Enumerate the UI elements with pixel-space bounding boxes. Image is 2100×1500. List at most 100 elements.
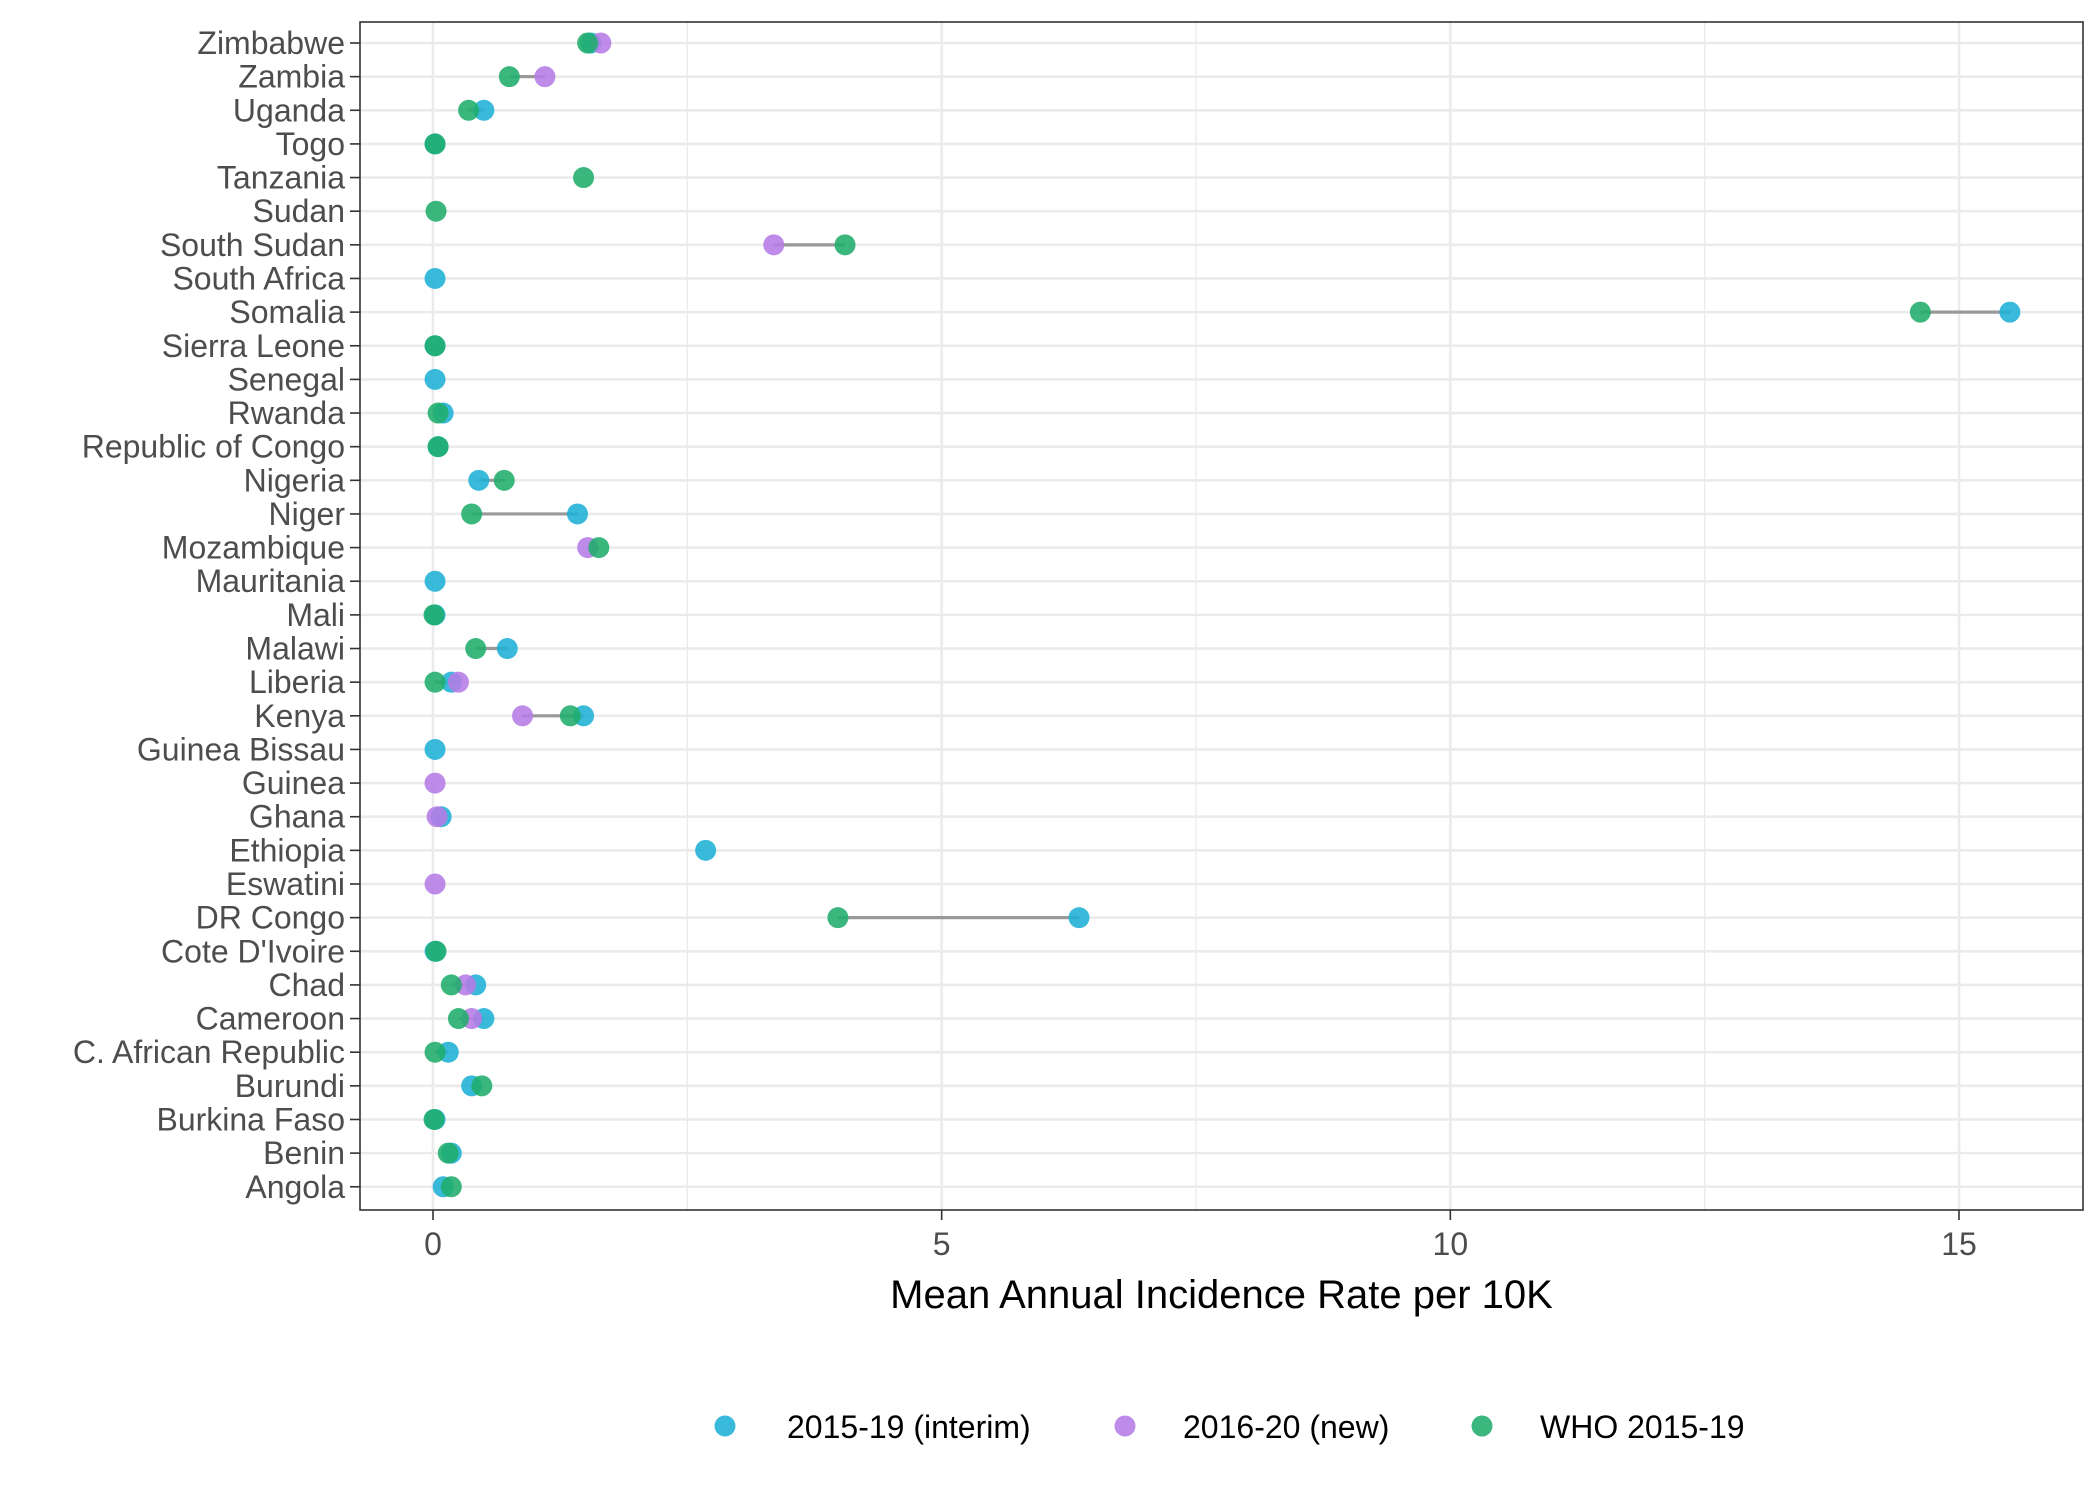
y-tick-label: Somalia: [229, 294, 345, 330]
data-point: [424, 335, 446, 357]
legend-swatch: [1471, 1415, 1493, 1437]
y-tick-label: Malawi: [245, 631, 345, 667]
x-axis: 0 5 10 15: [424, 1210, 1977, 1262]
plot-panel-border: [359, 21, 2084, 1211]
data-point: [424, 873, 446, 895]
data-point: [473, 99, 495, 121]
x-tick-label: 5: [933, 1226, 951, 1262]
y-tick-label: Sierra Leone: [162, 328, 345, 364]
legend-label: WHO 2015-19: [1540, 1409, 1745, 1445]
y-tick-label: C. African Republic: [73, 1034, 345, 1070]
data-point: [493, 469, 515, 491]
data-point: [471, 1075, 493, 1097]
data-point: [566, 503, 588, 525]
data-point: [423, 604, 445, 626]
y-tick-label: Burundi: [235, 1068, 345, 1104]
y-axis: ZimbabweZambiaUgandaTogoTanzaniaSudanSou…: [73, 25, 360, 1205]
y-tick-label: Zambia: [238, 59, 345, 95]
data-point: [424, 368, 446, 390]
data-point: [423, 1108, 445, 1130]
data-point: [512, 705, 534, 727]
y-tick-label: Republic of Congo: [82, 429, 345, 465]
data-point: [424, 671, 446, 693]
y-tick-label: Eswatini: [226, 866, 345, 902]
y-tick-label: Cote D'Ivoire: [161, 933, 345, 969]
data-point: [425, 940, 447, 962]
data-point: [1909, 301, 1931, 323]
x-tick-label: 0: [424, 1226, 442, 1262]
y-tick-label: Mozambique: [162, 530, 345, 566]
data-points: [423, 32, 2021, 1198]
data-point: [498, 66, 520, 88]
data-point: [588, 537, 610, 559]
data-point: [577, 32, 599, 54]
data-point: [534, 66, 556, 88]
y-tick-label: Mauritania: [196, 563, 346, 599]
data-point: [424, 267, 446, 289]
legend-label: 2015-19 (interim): [787, 1409, 1031, 1445]
data-point: [465, 638, 487, 660]
y-tick-label: Zimbabwe: [197, 25, 345, 61]
y-tick-label: Ghana: [249, 799, 345, 835]
y-tick-label: Guinea Bissau: [137, 731, 345, 767]
grid-lines: [360, 22, 2083, 1210]
data-point: [1068, 907, 1090, 929]
y-tick-label: Rwanda: [228, 395, 346, 431]
legend-item: 2015-19 (interim): [714, 1409, 1031, 1445]
x-tick-label: 10: [1433, 1226, 1469, 1262]
data-point: [695, 839, 717, 861]
data-point: [424, 738, 446, 760]
x-tick-label: 15: [1941, 1226, 1977, 1262]
legend-item: 2016-20 (new): [1114, 1409, 1389, 1445]
data-point: [763, 234, 785, 256]
data-point: [834, 234, 856, 256]
data-point: [447, 671, 469, 693]
data-point: [447, 1008, 469, 1030]
y-tick-label: Sudan: [252, 193, 345, 229]
data-point: [426, 806, 448, 828]
y-tick-label: Guinea: [242, 765, 345, 801]
data-point: [424, 133, 446, 155]
y-tick-label: Burkina Faso: [156, 1101, 345, 1137]
data-point: [827, 907, 849, 929]
y-tick-label: DR Congo: [196, 900, 345, 936]
data-point: [424, 570, 446, 592]
data-point: [458, 99, 480, 121]
y-tick-label: Benin: [263, 1135, 345, 1171]
legend-item: WHO 2015-19: [1471, 1409, 1745, 1445]
y-tick-label: South Sudan: [160, 227, 345, 263]
data-point: [496, 638, 518, 660]
y-tick-label: Ethiopia: [229, 832, 345, 868]
y-tick-label: Tanzania: [217, 160, 345, 196]
data-point: [461, 503, 483, 525]
legend-swatch: [714, 1415, 736, 1437]
y-tick-label: Kenya: [254, 698, 345, 734]
data-point: [559, 705, 581, 727]
y-tick-label: South Africa: [172, 260, 345, 296]
y-tick-label: Uganda: [233, 92, 345, 128]
y-tick-label: Cameroon: [196, 1001, 345, 1037]
y-tick-label: Togo: [276, 126, 345, 162]
y-tick-label: Nigeria: [244, 462, 346, 498]
data-point: [427, 402, 449, 424]
data-point: [437, 1142, 459, 1164]
legend-swatch: [1114, 1415, 1136, 1437]
legend: 2015-19 (interim) 2016-20 (new) WHO 2015-1…: [714, 1409, 1745, 1445]
data-point: [424, 1041, 446, 1063]
data-point: [425, 200, 447, 222]
y-tick-label: Angola: [245, 1169, 345, 1205]
x-axis-title: Mean Annual Incidence Rate per 10K: [890, 1273, 1553, 1317]
y-tick-label: Mali: [286, 597, 345, 633]
y-tick-label: Liberia: [249, 664, 345, 700]
data-point: [440, 1176, 462, 1198]
data-point: [440, 974, 462, 996]
y-tick-label: Senegal: [228, 361, 345, 397]
data-point: [573, 167, 595, 189]
data-point: [1999, 301, 2021, 323]
data-point: [468, 469, 490, 491]
y-tick-label: Chad: [269, 967, 346, 1003]
legend-label: 2016-20 (new): [1183, 1409, 1389, 1445]
data-point: [427, 436, 449, 458]
data-point: [424, 772, 446, 794]
